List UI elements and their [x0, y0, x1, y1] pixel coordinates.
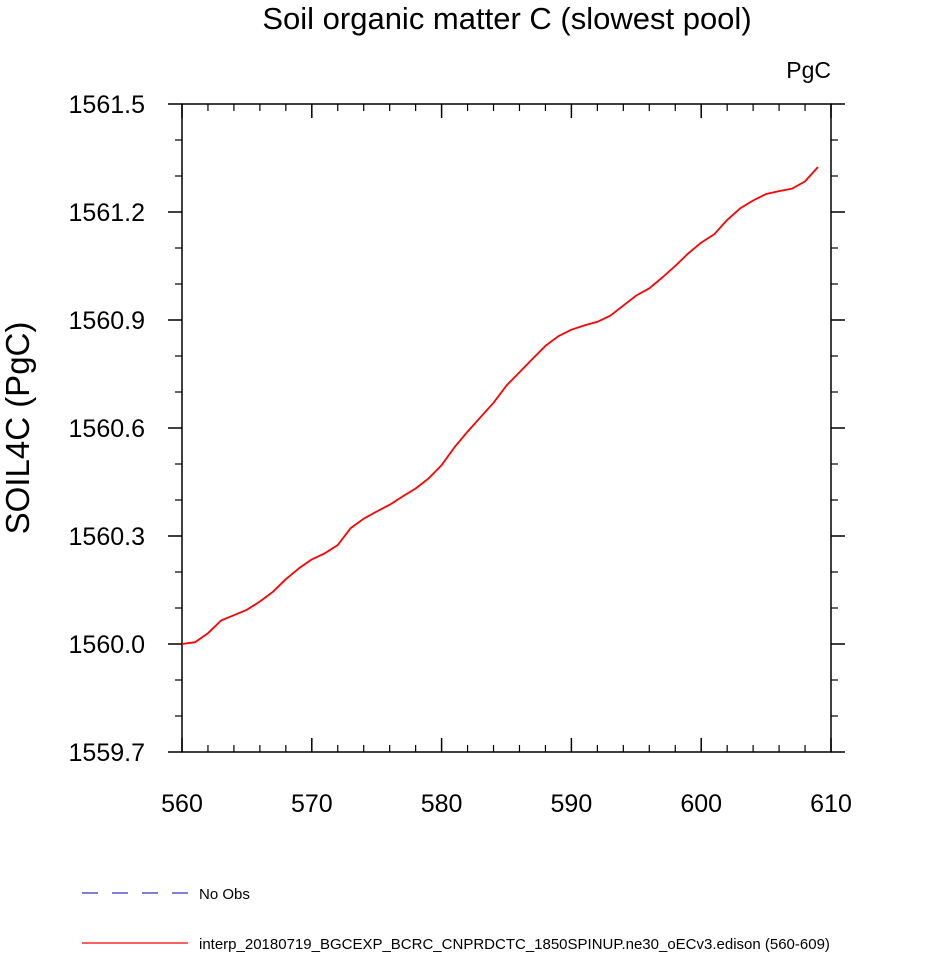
x-tick-label: 570 — [291, 790, 333, 818]
axis-ticks — [168, 103, 845, 753]
axis-tick-labels: 560 570 580 590 600 610 1559.7 1560.0 1560.3 1560… — [69, 91, 852, 818]
series-layer — [181, 166, 819, 645]
legend-label: interp_20180719_BGCEXP_BCRC_CNPRDCTC_185… — [199, 936, 830, 953]
series-line — [181, 166, 819, 645]
y-tick-label: 1560.9 — [69, 307, 145, 335]
legend: No Obs interp_20180719_BGCEXP_BCRC_CNPRDC… — [82, 886, 830, 953]
chart-title: Soil organic matter C (slowest pool) — [262, 1, 751, 36]
x-tick-label: 590 — [551, 790, 593, 818]
y-tick-label: 1560.0 — [69, 631, 145, 659]
y-tick-label: 1561.2 — [69, 199, 145, 227]
y-tick-label: 1560.6 — [69, 415, 145, 443]
legend-label: No Obs — [199, 886, 250, 903]
y-axis-label: SOIL4C (PgC) — [0, 322, 36, 535]
y-tick-label: 1561.5 — [69, 91, 145, 119]
y-tick-label: 1559.7 — [69, 739, 145, 767]
x-tick-label: 580 — [421, 790, 463, 818]
x-tick-label: 600 — [680, 790, 722, 818]
x-tick-label: 610 — [810, 790, 852, 818]
y-tick-label: 1560.3 — [69, 523, 145, 551]
plot-frame — [181, 103, 832, 753]
x-tick-label: 560 — [161, 790, 203, 818]
units-label: PgC — [786, 57, 831, 83]
